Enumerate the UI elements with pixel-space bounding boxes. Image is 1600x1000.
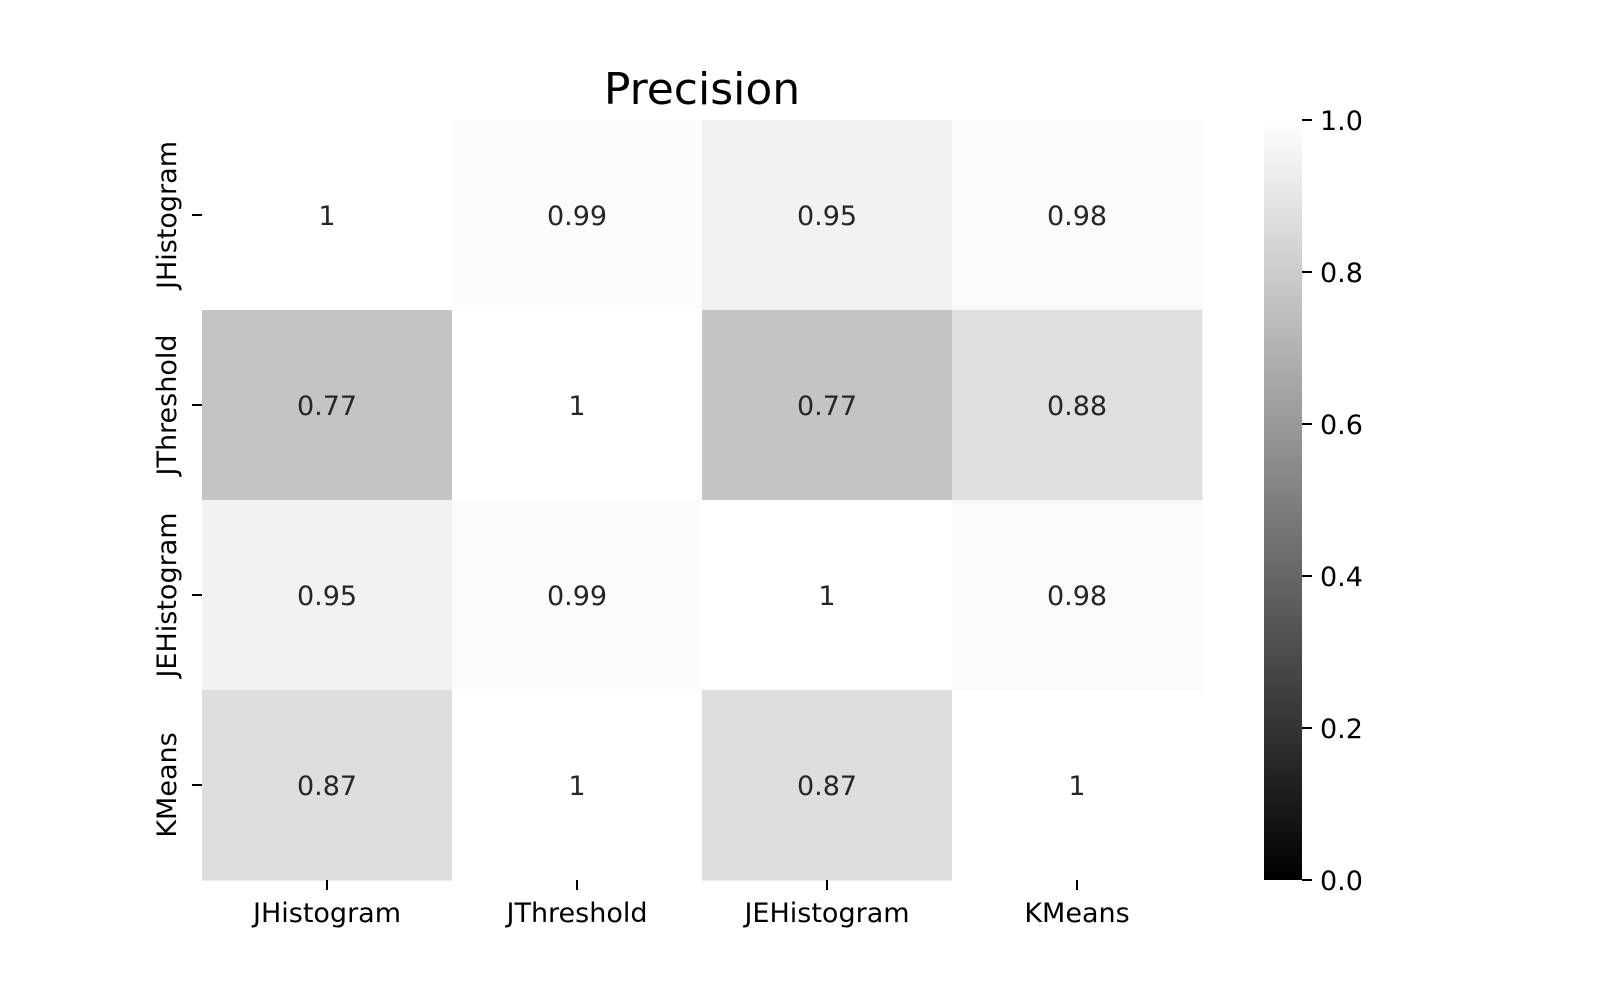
heatmap-cell [452, 500, 703, 691]
colorbar-tick-label: 0.8 [1320, 258, 1363, 289]
cell-annotation: 0.99 [547, 581, 607, 612]
heatmap-cell [702, 310, 953, 501]
y-tick-label: JHistogram [152, 141, 183, 291]
cell-annotation: 0.87 [297, 771, 357, 802]
colorbar-tick-label: 1.0 [1320, 106, 1363, 137]
cell-annotation: 1 [568, 771, 585, 802]
x-tick-label: KMeans [1024, 898, 1129, 929]
heatmap-cell [452, 120, 703, 311]
y-tick-label: JEHistogram [152, 512, 183, 679]
cell-annotation: 0.77 [797, 391, 857, 422]
heatmap-cell [452, 690, 703, 881]
cell-annotation: 0.77 [297, 391, 357, 422]
heatmap-cell [952, 690, 1203, 881]
heatmap-cells [202, 120, 1203, 881]
heatmap-cell [952, 310, 1203, 501]
colorbar-tick-label: 0.4 [1320, 562, 1363, 593]
cell-annotations: 1 0.99 0.95 0.98 0.77 1 0.77 0.88 0.95 0.99 1 0.98 0… [297, 201, 1107, 802]
cell-annotation: 1 [818, 581, 835, 612]
cell-annotation: 0.95 [297, 581, 357, 612]
colorbar-tick-label: 0.2 [1320, 714, 1363, 745]
x-axis: JHistogram JThreshold JEHistogram KMeans [251, 880, 1130, 929]
heatmap-cell [702, 120, 953, 311]
cell-annotation: 0.98 [1047, 581, 1107, 612]
cell-annotation: 0.98 [1047, 201, 1107, 232]
heatmap-cell [202, 310, 453, 501]
heatmap-cell [202, 500, 453, 691]
x-tick-label: JThreshold [504, 898, 647, 929]
cell-annotation: 1 [318, 201, 335, 232]
cell-annotation: 0.88 [1047, 391, 1107, 422]
cell-annotation: 1 [1068, 771, 1085, 802]
x-tick-label: JHistogram [251, 898, 401, 929]
chart-title: Precision [604, 64, 800, 115]
colorbar-gradient [1264, 120, 1302, 880]
cell-annotation: 0.87 [797, 771, 857, 802]
heatmap-cell [702, 690, 953, 881]
y-axis: JHistogram JThreshold JEHistogram KMeans [152, 141, 202, 838]
heatmap-cell [452, 310, 703, 501]
cell-annotation: 0.99 [547, 201, 607, 232]
cell-annotation: 0.95 [797, 201, 857, 232]
y-tick-label: KMeans [152, 732, 183, 837]
cell-annotation: 1 [568, 391, 585, 422]
y-tick-label: JThreshold [152, 334, 183, 477]
colorbar: 0.0 0.2 0.4 0.6 0.8 1.0 [1264, 106, 1363, 897]
heatmap-cell [952, 500, 1203, 691]
colorbar-tick-label: 0.0 [1320, 866, 1363, 897]
heatmap-cell [702, 500, 953, 691]
x-tick-label: JEHistogram [742, 898, 909, 929]
colorbar-tick-label: 0.6 [1320, 410, 1363, 441]
heatmap-cell [202, 690, 453, 881]
heatmap-cell [202, 120, 453, 311]
heatmap-cell [952, 120, 1203, 311]
